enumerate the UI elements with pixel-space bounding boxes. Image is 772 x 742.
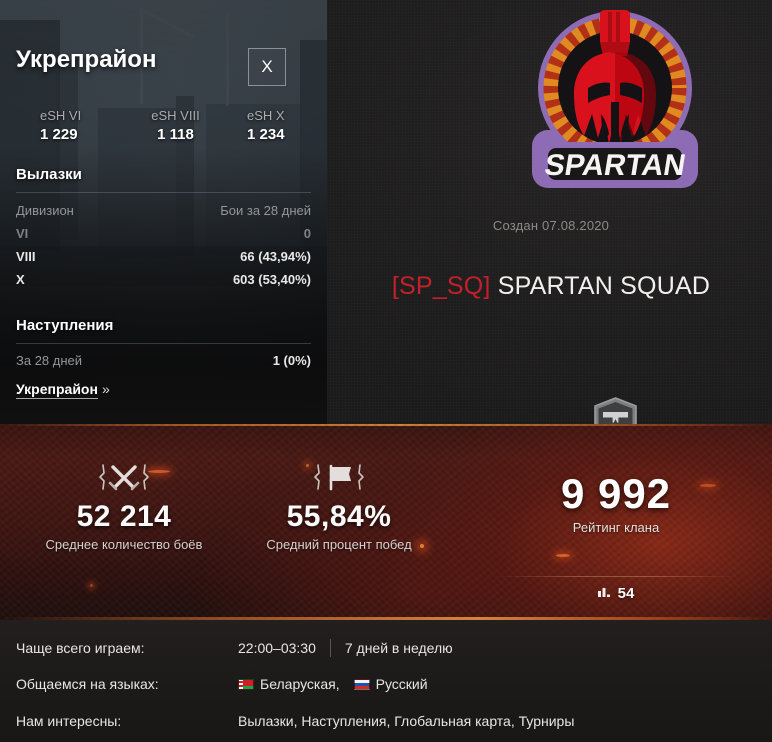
row-label: За 28 дней [16, 353, 83, 368]
advances-table: За 28 дней 1 (0%) [16, 353, 311, 376]
tier-column-viii: eSH VIII 1 118 [130, 108, 220, 143]
sorties-table: Дивизион Бои за 28 дней VI 0 VIII 66 (43… [16, 203, 311, 295]
stat-value: 55,84% [286, 500, 392, 533]
vertical-divider [329, 639, 331, 657]
playtime-hours: 22:00–03:30 [238, 640, 316, 656]
table-row: VIII 66 (43,94%) [16, 249, 311, 272]
info-label: Чаще всего играем: [16, 640, 145, 656]
clan-stats-banner: 52 214 Среднее количество боёв 55,84% Ср… [0, 424, 772, 620]
close-icon[interactable]: X [248, 48, 286, 86]
bar-chart-icon [597, 584, 612, 602]
tier-value: 1 118 [157, 126, 194, 143]
row-tier: VI [16, 226, 29, 241]
tooltip-overlay-shade [0, 0, 327, 424]
table-row: X 603 (53,40%) [16, 272, 311, 295]
section-heading-sorties: Вылазки [16, 166, 82, 183]
info-label: Нам интересны: [16, 713, 122, 729]
flag-icon [259, 460, 419, 494]
clan-rating-block: 9 992 Рейтинг клана [496, 470, 736, 535]
emblem-banner-text: SPARTAN [542, 149, 688, 182]
stat-average-winrate: 55,84% Средний процент побед [259, 460, 419, 552]
stronghold-link-label: Укрепрайон [16, 381, 98, 399]
info-value: Вылазки, Наступления, Глобальная карта, … [238, 713, 575, 729]
row-tier: VIII [16, 249, 36, 264]
table-row: VI 0 [16, 226, 311, 249]
clan-rank-row: 54 [496, 584, 736, 602]
spartan-helmet-emblem: SPARTAN [508, 2, 722, 206]
tier-name: eSH VI [40, 108, 82, 123]
clan-rating-label: Рейтинг клана [572, 520, 660, 535]
row-tier: X [16, 272, 25, 287]
column-header-left: Дивизион [16, 203, 74, 218]
tooltip-content: Укрепрайон X eSH VI 1 229 eSH VIII 1 118… [0, 0, 327, 424]
stronghold-tooltip: Укрепрайон X eSH VI 1 229 eSH VIII 1 118… [0, 0, 327, 424]
tooltip-tier-row: eSH VI 1 229 eSH VIII 1 118 eSH X 1 234 [0, 108, 311, 143]
tier-column-vi: eSH VI 1 229 [0, 108, 130, 143]
info-row-playtime: Чаще всего играем: 22:00–03:30 7 дней в … [16, 639, 756, 657]
tier-value: 1 234 [247, 126, 285, 143]
row-value: 1 (0%) [272, 353, 311, 368]
flag-by-icon [238, 678, 254, 690]
info-row-interests: Нам интересны: Вылазки, Наступления, Гло… [16, 713, 756, 729]
stat-value: 52 214 [76, 500, 172, 533]
clan-title: [SP_SQ] SPARTAN SQUAD [330, 272, 772, 301]
tier-column-x: eSH X 1 234 [221, 108, 311, 143]
table-header-row: Дивизион Бои за 28 дней [16, 203, 311, 226]
clan-rating-value: 9 992 [560, 470, 672, 517]
crossed-swords-icon [44, 460, 204, 494]
language-name: Беларуская, [260, 676, 340, 692]
row-battles: 66 (43,94%) [240, 249, 311, 264]
info-row-languages: Общаемся на языках: Беларуская, Русский [16, 676, 756, 692]
clan-created-date: Создан 07.08.2020 [492, 218, 610, 233]
info-label: Общаемся на языках: [16, 676, 159, 692]
section-divider [16, 343, 311, 344]
stat-label: Средний процент побед [266, 537, 412, 552]
language-belarusian: Беларуская, [238, 676, 340, 692]
flag-ru-icon [353, 678, 370, 690]
language-name: Русский [375, 676, 428, 692]
tooltip-title: Укрепрайон [16, 46, 157, 73]
language-russian: Русский [353, 676, 428, 692]
row-battles: 0 [303, 226, 311, 241]
clan-tag: [SP_SQ] [391, 272, 491, 300]
tier-value: 1 229 [40, 126, 78, 143]
clan-info-area: Чаще всего играем: 22:00–03:30 7 дней в … [0, 620, 772, 742]
stronghold-link[interactable]: Укрепрайон» [16, 381, 110, 399]
tier-name: eSH X [247, 108, 285, 123]
rating-divider [496, 576, 736, 577]
column-header-right: Бои за 28 дней [220, 203, 311, 218]
row-battles: 603 (53,40%) [232, 272, 311, 287]
chevron-right-icon: » [101, 381, 110, 397]
stat-label: Среднее количество боёв [45, 537, 203, 552]
clan-rank-value: 54 [617, 584, 635, 602]
tier-name: eSH VIII [151, 108, 200, 123]
info-value: 22:00–03:30 7 дней в неделю [238, 639, 453, 657]
table-row: За 28 дней 1 (0%) [16, 353, 311, 376]
section-heading-advances: Наступления [16, 317, 114, 334]
stat-average-battles: 52 214 Среднее количество боёв [44, 460, 204, 552]
playtime-days: 7 дней в неделю [344, 640, 453, 656]
clan-name: SPARTAN SQUAD [497, 272, 711, 300]
section-divider [16, 192, 311, 193]
banner-texture [0, 424, 772, 620]
info-value: Беларуская, Русский [238, 676, 434, 692]
